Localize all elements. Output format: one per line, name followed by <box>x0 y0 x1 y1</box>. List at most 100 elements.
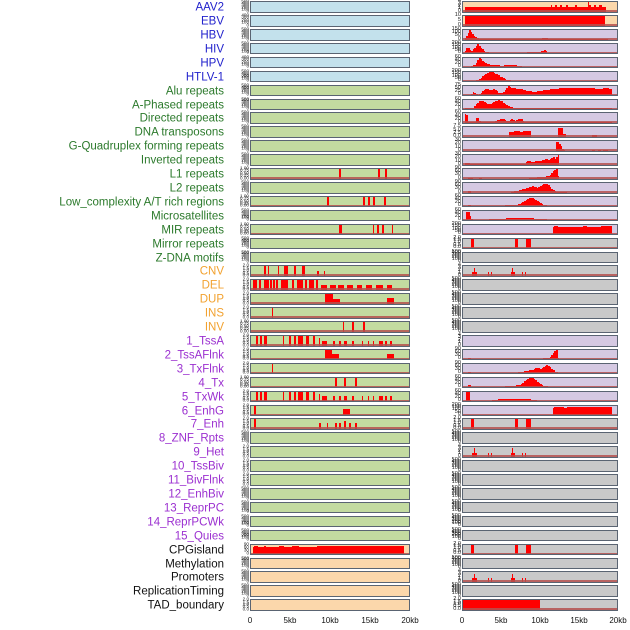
signal-bar <box>487 577 489 582</box>
y-axis-tick-label: 60 <box>454 168 461 175</box>
y-axis-tick-label: 0.5 <box>242 284 249 290</box>
y-axis-tick-label: 500 <box>241 249 249 255</box>
signal-bar <box>531 369 534 374</box>
signal-bar <box>341 545 344 555</box>
y-axis-tick-label: 400 <box>241 42 249 48</box>
signal-bar <box>315 546 318 555</box>
signal-bar <box>485 73 488 82</box>
signal-bar <box>532 16 535 26</box>
y-axis-tick-label: 1.0 <box>242 365 249 371</box>
track-right-ins <box>462 307 618 319</box>
y-axis-tick-label: 400 <box>241 501 249 507</box>
track-right-cpgisland <box>462 543 618 556</box>
signal-bar <box>339 423 342 429</box>
y-axis-tick-label: 1.0 <box>453 601 461 608</box>
signal-bar <box>467 16 470 26</box>
signal-bar <box>473 16 476 26</box>
y-axis-tick-label: 100 <box>451 465 461 471</box>
y-axis-tick-label: 200 <box>451 477 461 484</box>
signal-bar <box>269 546 271 555</box>
signal-bar <box>342 409 350 416</box>
signal-bar <box>470 419 475 429</box>
signal-bar <box>361 545 364 555</box>
signal-bar <box>565 226 568 235</box>
y-axis-tick-label: 100 <box>451 256 461 263</box>
track-baseline <box>463 218 617 221</box>
signal-bar <box>315 280 318 290</box>
signal-bar <box>567 407 570 416</box>
signal-bar <box>260 336 263 346</box>
y-axis-tick-label: 2.0 <box>453 234 461 241</box>
signal-bar <box>602 88 605 96</box>
signal-bar <box>493 6 496 12</box>
y-axis-tick-label: 1.5 <box>453 237 461 244</box>
signal-bar <box>520 203 523 207</box>
signal-bar <box>495 101 497 110</box>
y-axis-tick-label: 100 <box>451 520 461 527</box>
signal-bar <box>487 6 490 12</box>
signal-bar <box>580 88 582 96</box>
signal-bar <box>526 131 529 137</box>
signal-bar <box>504 16 507 26</box>
y-axis-tick-label: 400 <box>241 571 249 577</box>
signal-bar <box>485 62 487 68</box>
y-axis-tick-label: 500 <box>241 569 249 575</box>
track-right-15-quies <box>462 529 618 542</box>
signal-bar <box>570 407 573 416</box>
signal-bar <box>561 6 564 12</box>
track-left-9-het <box>250 446 410 458</box>
y-axis-tick-label: 100 <box>241 48 249 54</box>
y-axis-tick-label: 0.5 <box>242 604 249 610</box>
track-right-2-tssaflnk <box>462 348 618 361</box>
track-label-low-complexity-a-t-rich-regions: Low_complexity A/T rich regions <box>59 196 224 209</box>
signal-bar <box>512 6 514 12</box>
y-axis-tick-label: 200 <box>241 213 249 219</box>
signal-bar <box>344 340 347 346</box>
signal-bar <box>580 407 582 416</box>
signal-bar <box>513 6 516 12</box>
y-axis-tick-label: 1.00 <box>240 374 249 380</box>
signal-bar <box>541 90 544 96</box>
signal-bar <box>377 545 380 555</box>
track-right-htlv-1 <box>462 70 618 83</box>
signal-bar <box>343 545 345 555</box>
signal-bar <box>509 6 511 12</box>
signal-bar <box>515 238 519 249</box>
track-baseline <box>463 399 617 402</box>
signal-bar <box>538 6 541 12</box>
track-left-7-enh <box>250 418 410 430</box>
track-right-12-enhbiv <box>462 488 618 500</box>
signal-bar <box>529 16 531 26</box>
signal-bar <box>578 407 581 416</box>
y-axis-tick-label: 200 <box>241 46 249 52</box>
y-axis-tick-label: 1.5 <box>242 279 249 285</box>
track-baseline <box>463 177 617 179</box>
track-right-promoters <box>462 571 618 583</box>
signal-bar <box>472 34 474 40</box>
signal-bar <box>569 16 571 26</box>
y-axis-tick-label: 100 <box>241 19 249 25</box>
signal-bar <box>592 226 595 235</box>
signal-bar <box>344 421 347 429</box>
signal-bar <box>546 365 549 374</box>
y-axis-tick-label: 500 <box>241 96 249 102</box>
signal-bar <box>599 407 602 416</box>
signal-bar <box>397 545 400 555</box>
y-axis-tick-label: 100 <box>451 29 461 36</box>
y-axis-tick-label: 100 <box>451 478 461 485</box>
signal-bar <box>395 545 398 555</box>
track-label-10-tssbiv: 10_TssBiv <box>171 460 224 473</box>
track-baseline <box>251 288 409 290</box>
y-axis-tick-label: 1.0 <box>453 239 461 246</box>
y-axis-tick-label: 0 <box>246 592 249 598</box>
y-axis-tick-label: 500 <box>241 527 249 533</box>
signal-bar <box>320 284 328 290</box>
signal-bar <box>540 161 542 165</box>
y-axis-tick-label: 100 <box>241 437 249 443</box>
y-axis-tick-label: 0 <box>457 300 461 306</box>
y-axis-tick-label: 0.0 <box>242 370 249 376</box>
signal-bar <box>527 198 529 207</box>
y-axis-tick-label: 1.5 <box>242 418 249 424</box>
y-axis-tick-label: 1.5 <box>453 543 461 550</box>
y-axis-tick-label: 300 <box>241 155 249 161</box>
